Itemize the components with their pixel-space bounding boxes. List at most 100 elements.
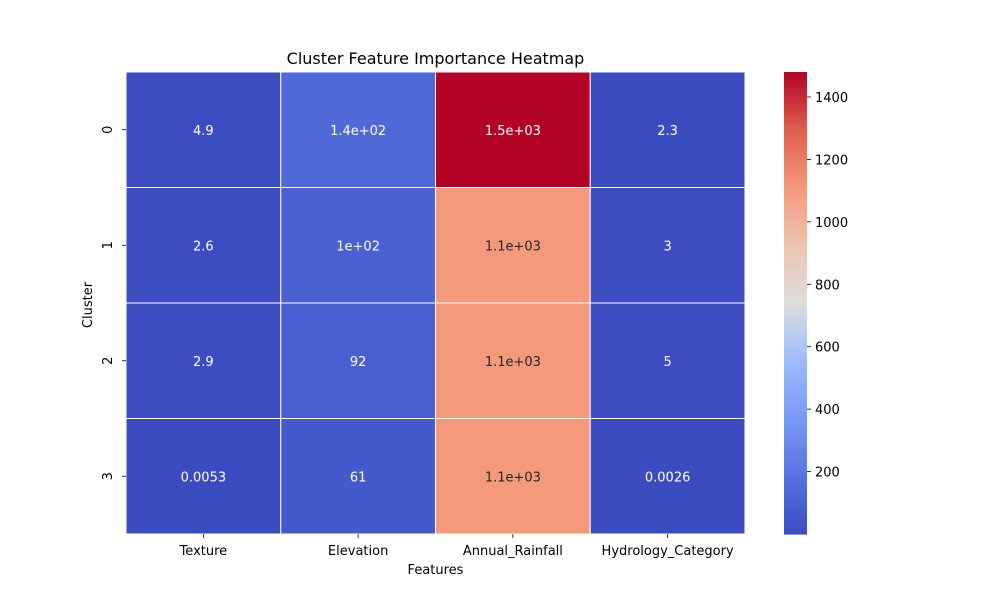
colorbar-segment-50: [784, 337, 807, 343]
colorbar-segment-19: [784, 457, 807, 462]
heatmap-cell-r3-c2: [435, 418, 591, 535]
colorbar-segment-60: [784, 299, 807, 304]
y-tick-label-3: 3: [101, 472, 116, 480]
colorbar-segment-55: [784, 318, 807, 323]
colorbar-segment-66: [784, 276, 807, 281]
colorbar-segment-30: [784, 414, 807, 420]
colorbar-segment-41: [784, 372, 807, 377]
colorbar-segment-88: [784, 191, 807, 196]
colorbar-segment-113: [784, 95, 807, 100]
chart-title: Cluster Feature Importance Heatmap: [287, 49, 585, 68]
colorbar-segment-68: [784, 268, 807, 273]
colorbar-segment-74: [784, 245, 807, 250]
colorbar-segment-78: [784, 229, 807, 235]
colorbar-segment-4: [784, 514, 807, 520]
cell-label-r3-c0: 0.0053: [181, 470, 227, 485]
colorbar-segment-56: [784, 314, 807, 319]
colorbar-segment-15: [784, 472, 807, 477]
colorbar-segment-2: [784, 522, 807, 527]
colorbar-segment-64: [784, 283, 807, 289]
colorbar-segment-105: [784, 125, 807, 131]
x-tick-label-1: Elevation: [328, 544, 388, 559]
colorbar-segment-117: [784, 79, 807, 85]
colorbar-segment-18: [784, 460, 807, 466]
colorbar-segment-31: [784, 410, 807, 416]
colorbar-segment-0: [784, 530, 807, 535]
colorbar-segment-46: [784, 353, 807, 358]
colorbar-segment-10: [784, 491, 807, 497]
cell-label-r1-c3: 3: [663, 239, 671, 254]
colorbar-segment-99: [784, 149, 807, 154]
y-axis-ticks: 0 1 2 3: [101, 126, 126, 480]
colorbar-segment-108: [784, 114, 807, 119]
colorbar-segment-110: [784, 106, 807, 112]
colorbar-segment-67: [784, 272, 807, 277]
x-axis-ticks: Texture Elevation Annual_Rainfall Hydrology…: [179, 534, 734, 559]
colorbar-segment-75: [784, 241, 807, 246]
colorbar-segment-114: [784, 91, 807, 96]
colorbar-segment-119: [784, 72, 807, 77]
colorbar-segment-49: [784, 341, 807, 346]
colorbar-segment-13: [784, 480, 807, 485]
colorbar-segment-94: [784, 168, 807, 173]
colorbar-segment-44: [784, 360, 807, 366]
colorbar-segment-52: [784, 329, 807, 335]
cell-label-r0-c3: 2.3: [657, 124, 678, 139]
cell-label-r0-c1: 1.4e+02: [330, 124, 386, 139]
colorbar-segment-12: [784, 483, 807, 489]
colorbar-segment-6: [784, 507, 807, 512]
heatmap-cell-r1-c3: [589, 187, 746, 304]
colorbar-segment-98: [784, 152, 807, 158]
colorbar-segment-54: [784, 322, 807, 327]
colorbar-segment-28: [784, 422, 807, 427]
colorbar-segment-1: [784, 526, 807, 531]
colorbar-segment-32: [784, 406, 807, 412]
colorbar-segment-23: [784, 441, 807, 447]
colorbar-segment-11: [784, 487, 807, 493]
colorbar-segment-111: [784, 102, 807, 108]
colorbar-segment-29: [784, 418, 807, 423]
colorbar-segment-116: [784, 83, 807, 88]
colorbar-segment-93: [784, 172, 807, 177]
heatmap-cell-r3-c1: [280, 418, 436, 535]
colorbar-segment-90: [784, 183, 807, 189]
colorbar-segment-34: [784, 399, 807, 404]
cell-label-r2-c2: 1.1e+03: [485, 355, 541, 370]
colorbar-segment-95: [784, 164, 807, 169]
colorbar-segment-58: [784, 306, 807, 312]
cell-label-r1-c2: 1.1e+03: [485, 239, 541, 254]
colorbar-tick-label-1: 400: [815, 403, 840, 418]
colorbar-segment-82: [784, 214, 807, 219]
colorbar-segment-87: [784, 195, 807, 200]
colorbar-segment-40: [784, 376, 807, 381]
colorbar-tick-label-6: 1400: [815, 91, 848, 106]
colorbar-segment-63: [784, 287, 807, 293]
colorbar-segment-100: [784, 145, 807, 150]
colorbar-segment-80: [784, 222, 807, 227]
colorbar-segment-25: [784, 433, 807, 439]
cell-label-r3-c1: 61: [350, 470, 367, 485]
heatmap-cell-r0-c1: [280, 71, 436, 188]
cell-label-r2-c1: 92: [350, 355, 367, 370]
cell-label-r3-c2: 1.1e+03: [485, 470, 541, 485]
colorbar-segment-97: [784, 156, 807, 162]
cell-label-r1-c1: 1e+02: [336, 239, 380, 254]
cell-label-r2-c0: 2.9: [193, 355, 214, 370]
colorbar-segment-14: [784, 476, 807, 481]
colorbar-segment-92: [784, 175, 807, 181]
colorbar-segment-71: [784, 256, 807, 262]
colorbar-tick-label-5: 1200: [815, 153, 848, 168]
heatmap-cell-r2-c1: [280, 302, 436, 419]
cell-label-r0-c2: 1.5e+03: [485, 124, 541, 139]
heatmap-cells: [125, 71, 746, 535]
colorbar-segment-104: [784, 129, 807, 135]
colorbar-segment-70: [784, 260, 807, 266]
colorbar-segment-76: [784, 237, 807, 242]
colorbar-tick-label-3: 800: [815, 278, 840, 293]
x-axis-label: Features: [408, 563, 464, 578]
colorbar-segment-24: [784, 437, 807, 443]
colorbar-segment-81: [784, 218, 807, 223]
colorbar-segment-3: [784, 518, 807, 524]
colorbar-segment-118: [784, 75, 807, 81]
